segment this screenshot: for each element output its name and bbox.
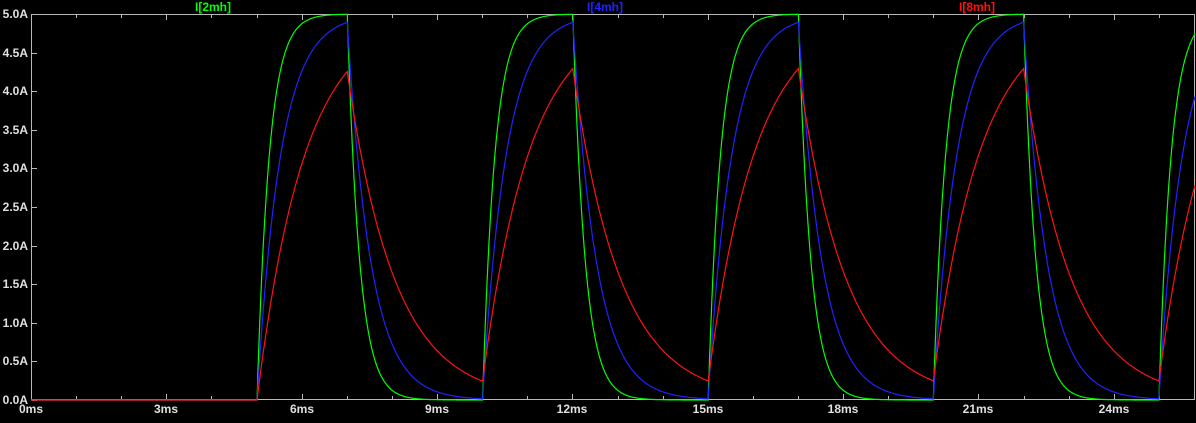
y-tick-label: 1.0A <box>3 316 29 330</box>
y-tick-label: 0.0A <box>3 393 29 407</box>
x-tick-label: 6ms <box>290 402 314 416</box>
y-tick-label: 3.0A <box>3 161 29 175</box>
y-tick-label: 3.5A <box>3 123 29 137</box>
x-tick-label: 9ms <box>425 402 449 416</box>
x-tick-label: 21ms <box>963 402 994 416</box>
y-tick-label: 4.5A <box>3 46 29 60</box>
x-tick-label: 18ms <box>828 402 859 416</box>
y-tick-label: 1.5A <box>3 277 29 291</box>
x-tick-label: 12ms <box>557 402 588 416</box>
y-tick-label: 2.5A <box>3 200 29 214</box>
y-tick-label: 4.0A <box>3 84 29 98</box>
x-tick-label: 24ms <box>1099 402 1130 416</box>
x-tick-label: 0ms <box>19 402 43 416</box>
trace-i8mh <box>31 67 1196 401</box>
trace-i4mh <box>31 21 1196 401</box>
y-tick-label: 5.0A <box>3 7 29 21</box>
y-tick-label: 2.0A <box>3 239 29 253</box>
trace-label-i4mh[interactable]: I[4mh] <box>587 0 623 14</box>
plot-border <box>31 14 1195 400</box>
y-tick-label: 0.5A <box>3 354 29 368</box>
x-tick-label: 3ms <box>154 402 178 416</box>
trace-label-i2mh[interactable]: I[2mh] <box>195 0 231 14</box>
trace-label-i8mh[interactable]: I[8mh] <box>959 0 995 14</box>
x-tick-label: 15ms <box>693 402 724 416</box>
